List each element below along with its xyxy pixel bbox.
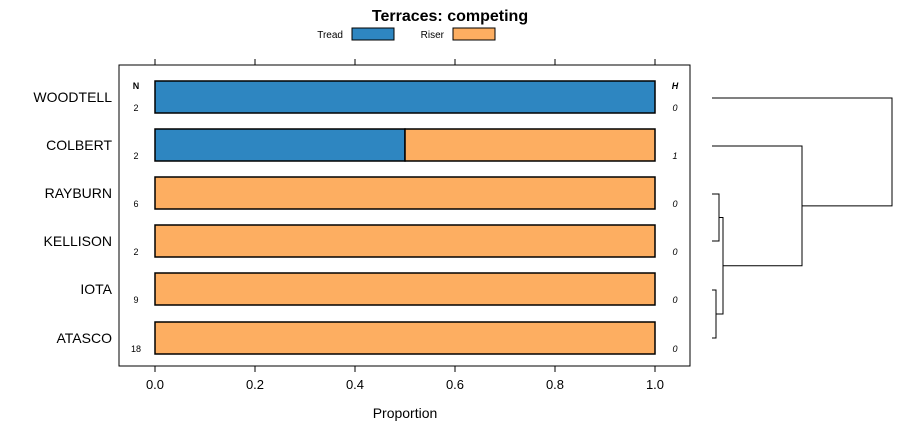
- x-tick-label-5: 1.0: [646, 377, 664, 392]
- n-value-rayburn: 6: [133, 199, 138, 209]
- h-value-iota: 0: [672, 295, 677, 305]
- h-value-atasco: 0: [672, 344, 677, 354]
- bar-atasco-riser: [154, 321, 656, 355]
- h-values-group: 0 1 0 0 0 0: [672, 103, 677, 354]
- n-value-iota: 9: [133, 295, 138, 305]
- chart-title: Terraces: competing: [372, 8, 528, 25]
- row-labels-group: WOODTELL COLBERT RAYBURN KELLISON IOTA ATASCO: [33, 89, 112, 346]
- x-axis-ticks: 0.0 0.2 0.4 0.6 0.8 1.0: [146, 59, 664, 392]
- h-value-colbert: 1: [672, 151, 677, 161]
- x-tick-label-4: 0.8: [546, 377, 564, 392]
- h-value-rayburn: 0: [672, 199, 677, 209]
- legend-swatch-tread: [351, 27, 395, 41]
- n-value-kellison: 2: [133, 247, 138, 257]
- row-label-iota: IOTA: [80, 281, 112, 297]
- plot-frame: [118, 64, 691, 367]
- bar-colbert-riser: [404, 128, 656, 162]
- dendro-merge-rayburn-kellison: [712, 193, 720, 242]
- h-value-woodtell: 0: [672, 103, 677, 113]
- x-tick-label-0: 0.0: [146, 377, 164, 392]
- dendrogram: [712, 97, 893, 339]
- x-axis-title: Proportion: [373, 405, 438, 421]
- bar-rayburn-riser: [154, 176, 656, 210]
- x-tick-label-1: 0.2: [246, 377, 264, 392]
- dendro-merge-woodtell: [712, 97, 893, 207]
- bars-group: [154, 80, 656, 355]
- bar-colbert-tread: [154, 128, 406, 162]
- row-label-kellison: KELLISON: [44, 233, 112, 249]
- dendro-merge-colbert: [712, 145, 803, 267]
- n-column-header: N: [133, 81, 140, 91]
- row-label-atasco: ATASCO: [57, 330, 113, 346]
- n-values-group: 2 2 6 2 9 18: [131, 103, 141, 354]
- legend-swatch-riser: [452, 27, 496, 41]
- x-tick-label-3: 0.6: [446, 377, 464, 392]
- bar-woodtell-tread: [154, 80, 656, 114]
- n-value-atasco: 18: [131, 344, 141, 354]
- legend: Tread Riser: [317, 27, 496, 41]
- legend-label-riser: Riser: [421, 30, 445, 41]
- bar-iota-riser: [154, 272, 656, 306]
- row-label-woodtell: WOODTELL: [33, 89, 112, 105]
- legend-label-tread: Tread: [317, 30, 343, 41]
- x-tick-label-2: 0.4: [346, 377, 364, 392]
- row-label-rayburn: RAYBURN: [45, 185, 112, 201]
- row-label-colbert: COLBERT: [46, 137, 112, 153]
- n-value-colbert: 2: [133, 151, 138, 161]
- dendro-merge-iota-atasco: [712, 289, 717, 339]
- bar-kellison-riser: [154, 224, 656, 258]
- h-value-kellison: 0: [672, 247, 677, 257]
- h-column-header: H: [672, 81, 679, 91]
- n-value-woodtell: 2: [133, 103, 138, 113]
